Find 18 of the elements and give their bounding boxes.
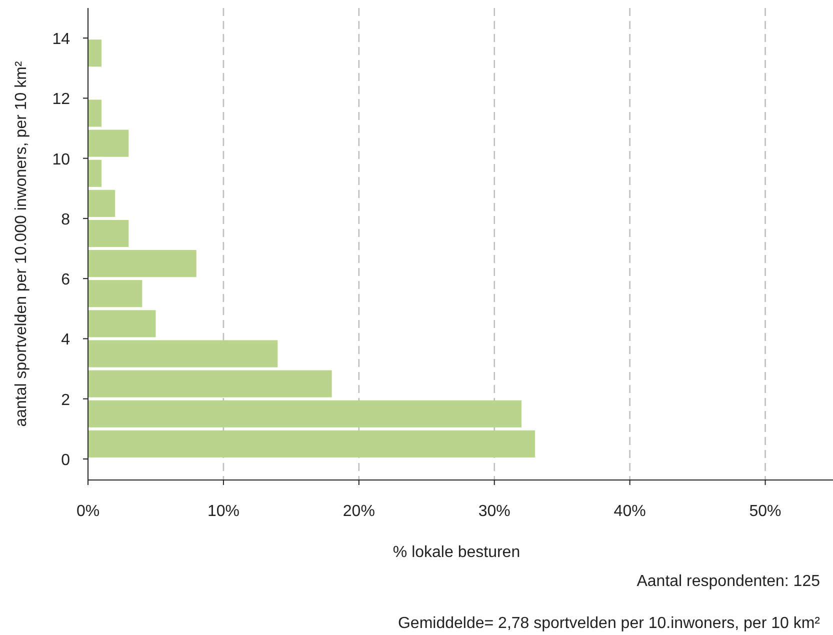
x-axis-title: % lokale besturen	[392, 544, 520, 561]
x-tick-label: 10%	[207, 503, 240, 520]
y-tick-label: 14	[52, 31, 70, 48]
text: Gemiddelde= 2,78 sportvelden per 10.inwoners, per 10 km²	[398, 615, 821, 632]
text: Aantal respondenten: 125	[636, 573, 820, 590]
y-tick-label: 8	[61, 211, 70, 228]
x-tick-label: 50%	[749, 503, 782, 520]
x-tick-label: 0%	[76, 503, 100, 520]
x-tick-label: 40%	[614, 503, 646, 520]
y-tick-label: 6	[61, 272, 70, 289]
y-tick-label: 4	[61, 332, 70, 349]
x-tick-label: 20%	[342, 503, 375, 520]
y-tick-label: 10	[52, 151, 70, 168]
y-axis-title: aantal sportvelden per 10.000 inwoners, per 10 km²	[13, 60, 30, 427]
y-tick-label: 12	[52, 91, 70, 108]
x-tick-label: 30%	[478, 503, 510, 520]
y-tick-label: 0	[61, 452, 70, 469]
y-tick-label: 2	[61, 392, 70, 409]
